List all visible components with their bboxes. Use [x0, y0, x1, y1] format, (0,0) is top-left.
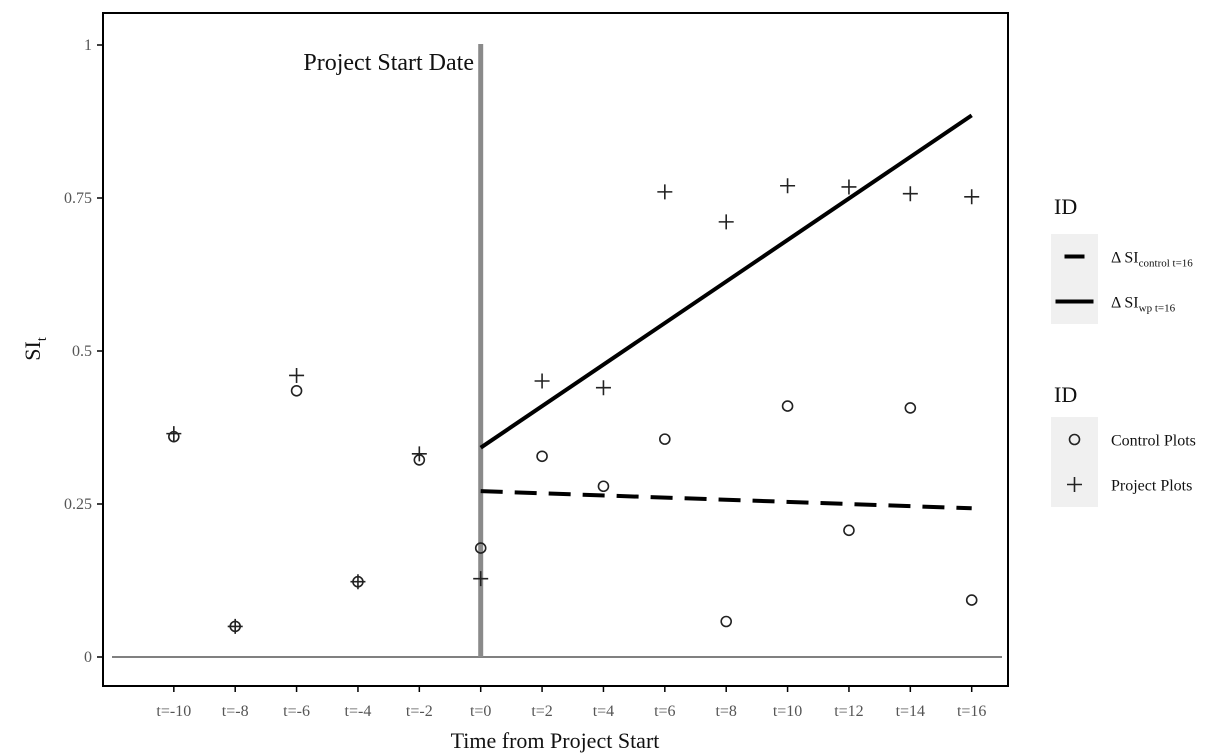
x-tick-label: t=16	[957, 703, 986, 720]
x-tick-label: t=-8	[222, 703, 249, 720]
x-tick-label: t=-2	[406, 703, 433, 720]
legend-item-label: Δ SIwp t=16	[1111, 295, 1176, 315]
project-plot-point	[718, 214, 734, 230]
x-tick-label: t=12	[834, 703, 863, 720]
y-axis-title: SIt	[20, 337, 50, 361]
y-tick-label: 0.5	[72, 343, 92, 360]
data-points	[166, 178, 980, 634]
project-plot-point	[166, 426, 182, 442]
x-tick-label: t=4	[593, 703, 614, 720]
control-plot-point	[781, 400, 794, 412]
x-axis-title: Time from Project Start	[451, 728, 660, 753]
x-tick-label: t=10	[773, 703, 802, 720]
control-plot-point	[965, 594, 978, 606]
control-trend-line	[480, 489, 972, 511]
y-tick-label: 0	[84, 649, 92, 666]
project-plot-point	[473, 571, 489, 587]
x-tick-label: t=14	[896, 703, 925, 720]
x-tick-label: t=2	[531, 703, 552, 720]
x-tick-label: t=-4	[345, 703, 372, 720]
legend-title: ID	[1054, 194, 1077, 219]
legend-circle-key	[1068, 433, 1081, 446]
project-trend-line	[479, 113, 973, 450]
project-plot-point	[902, 186, 918, 202]
control-plot-point	[904, 402, 917, 414]
control-plot-point	[843, 524, 855, 537]
y-tick-label: 0.75	[64, 190, 92, 207]
y-axis: 0 0.25 0.5 0.75 1	[64, 37, 103, 666]
project-plot-point	[289, 367, 305, 383]
legend-item-label: Project Plots	[1111, 478, 1192, 495]
project-plot-point	[780, 178, 796, 194]
x-tick-label: t=6	[654, 703, 675, 720]
trend-lines	[479, 113, 973, 511]
project-start-annotation: Project Start Date	[303, 50, 474, 76]
project-plot-point	[657, 184, 673, 200]
project-plot-point	[227, 618, 243, 634]
project-plot-point	[534, 373, 550, 389]
y-axis-title-main: SI	[20, 341, 45, 361]
y-axis-title-subscript: t	[35, 337, 50, 341]
control-plot-point	[290, 384, 303, 397]
project-plot-point	[595, 380, 611, 396]
legend-title: ID	[1054, 382, 1077, 407]
control-plot-point	[720, 615, 733, 628]
x-tick-label: t=-10	[156, 703, 191, 720]
legends: ID Δ SIcontrol t=16 Δ SIwp t=16 ID Control P…	[1051, 194, 1196, 507]
project-plot-point	[964, 189, 980, 205]
legend-item-label: Control Plots	[1111, 433, 1196, 450]
x-tick-label: t=8	[715, 703, 736, 720]
project-plot-point	[841, 179, 857, 195]
legend-plus-key	[1067, 477, 1082, 492]
control-plot-point	[536, 450, 548, 463]
legend-key-background	[1051, 234, 1098, 324]
project-plot-point	[350, 574, 366, 590]
legend-item-label: Δ SIcontrol t=16	[1111, 250, 1193, 270]
y-tick-label: 1	[84, 37, 92, 54]
project-plot-point	[411, 446, 427, 462]
legend-key-background	[1051, 417, 1098, 507]
x-axis: t=-10 t=-8 t=-6 t=-4 t=-2 t=0 t=2 t=4 t=6 t=8 t=10…	[156, 686, 986, 720]
y-tick-label: 0.25	[64, 496, 92, 513]
x-tick-label: t=0	[470, 703, 491, 720]
control-plot-point	[474, 542, 487, 554]
control-plot-point	[659, 433, 671, 445]
plot-frame	[102, 12, 1009, 687]
x-tick-label: t=-6	[283, 703, 310, 720]
control-plot-point	[597, 480, 610, 493]
